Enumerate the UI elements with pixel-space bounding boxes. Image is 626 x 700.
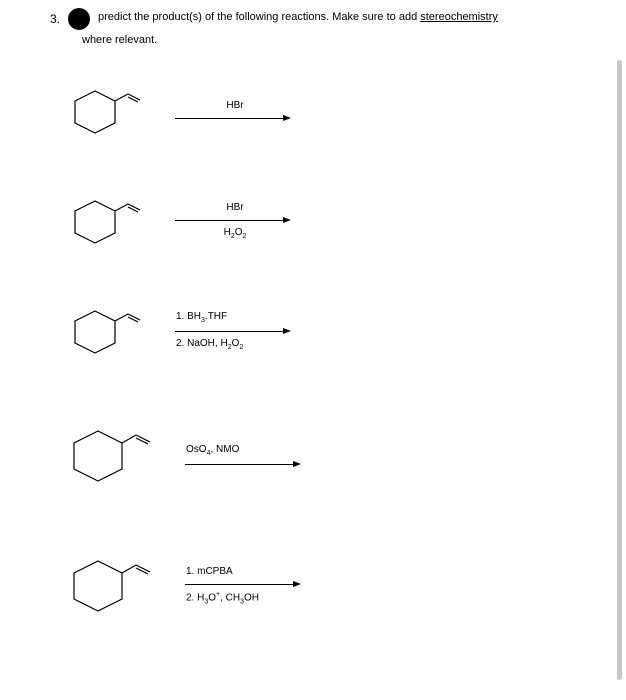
redaction-dot [68, 8, 90, 30]
arrow-icon [175, 113, 295, 123]
molecule-icon [70, 546, 160, 626]
stereochemistry-word: stereochemistry [420, 11, 498, 23]
reaction-row: 1. mCPBA 2. H3O+, CH3OH [70, 546, 582, 626]
question-text: predict the product(s) of the following … [98, 10, 582, 25]
arrow-icon [185, 459, 305, 469]
question-text-main: predict the product(s) of the following … [98, 11, 420, 23]
reaction-row: OsO4, NMO [70, 416, 582, 496]
arrow-icon [185, 579, 305, 589]
arrow-block: 1. BH3.THF 2. NaOH, H2O2 [170, 311, 300, 351]
molecule-icon [70, 76, 150, 146]
arrow-block: OsO4, NMO [180, 444, 310, 469]
reagent-top: 1. mCPBA [186, 566, 233, 577]
arrow-block: HBr [170, 100, 300, 123]
arrow-icon [175, 215, 295, 225]
reagent-top: 1. BH3.THF [176, 311, 227, 324]
arrow-icon [175, 326, 295, 336]
reagent-top: HBr [226, 100, 243, 111]
reagent-bottom: 2. NaOH, H2O2 [176, 338, 243, 351]
reaction-row: 1. BH3.THF 2. NaOH, H2O2 [70, 296, 582, 366]
reaction-row: HBr [70, 76, 582, 146]
reagent-bottom: H2O2 [224, 227, 247, 240]
reagent-bottom: 2. H3O+, CH3OH [186, 591, 259, 605]
scrollbar[interactable] [617, 60, 622, 680]
reaction-row: HBr H2O2 [70, 186, 582, 256]
question-text-sub: where relevant. [82, 34, 582, 46]
worksheet-page: 3. predict the product(s) of the followi… [0, 0, 612, 700]
molecule-icon [70, 186, 150, 256]
arrow-block: 1. mCPBA 2. H3O+, CH3OH [180, 566, 310, 605]
arrow-block: HBr H2O2 [170, 202, 300, 240]
reagent-top: HBr [226, 202, 243, 213]
reagent-top: OsO4, NMO [186, 444, 239, 457]
question-header: 3. predict the product(s) of the followi… [50, 10, 582, 30]
molecule-icon [70, 416, 160, 496]
molecule-icon [70, 296, 150, 366]
question-number: 3. [50, 10, 60, 26]
